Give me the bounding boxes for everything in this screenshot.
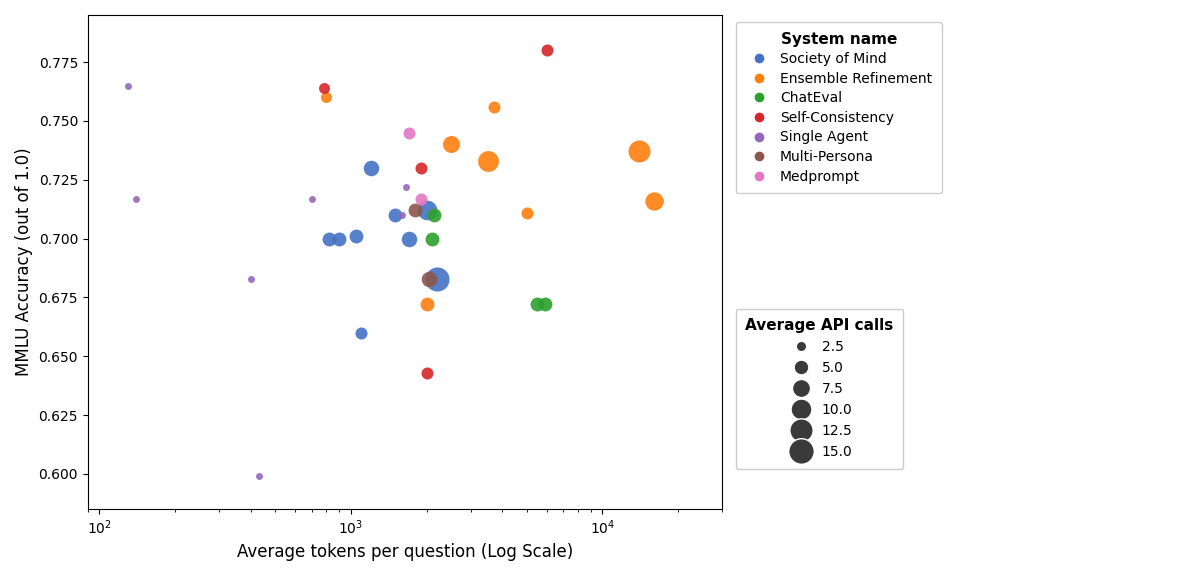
Point: [396, 182, 415, 191]
Legend: 2.5, 5.0, 7.5, 10.0, 12.5, 15.0: 2.5, 5.0, 7.5, 10.0, 12.5, 15.0: [736, 309, 903, 469]
Point: [535, 300, 554, 309]
Point: [405, 206, 424, 215]
Point: [393, 210, 412, 219]
Point: [417, 300, 436, 309]
Point: [629, 147, 648, 156]
Point: [249, 472, 268, 481]
Point: [645, 196, 664, 206]
Point: [425, 210, 444, 219]
Point: [537, 46, 556, 55]
Y-axis label: MMLU Accuracy (out of 1.0): MMLU Accuracy (out of 1.0): [15, 148, 33, 376]
Point: [428, 274, 446, 283]
Point: [399, 234, 418, 243]
Point: [347, 232, 366, 241]
Point: [241, 274, 260, 283]
Point: [528, 300, 547, 309]
Point: [417, 206, 436, 215]
Point: [118, 81, 137, 90]
Point: [399, 128, 418, 137]
Point: [517, 208, 536, 217]
Point: [411, 164, 430, 173]
Point: [314, 84, 333, 93]
Point: [417, 368, 436, 377]
Point: [361, 164, 380, 173]
X-axis label: Average tokens per question (Log Scale): Average tokens per question (Log Scale): [237, 543, 573, 561]
Point: [484, 102, 503, 111]
Point: [419, 274, 438, 283]
Point: [478, 156, 497, 165]
Point: [442, 140, 461, 149]
Point: [320, 234, 339, 243]
Point: [423, 234, 442, 243]
Point: [352, 328, 371, 338]
Point: [317, 93, 335, 102]
Point: [302, 194, 321, 203]
Point: [126, 194, 145, 203]
Point: [329, 234, 348, 243]
Point: [411, 194, 430, 203]
Point: [386, 210, 405, 219]
